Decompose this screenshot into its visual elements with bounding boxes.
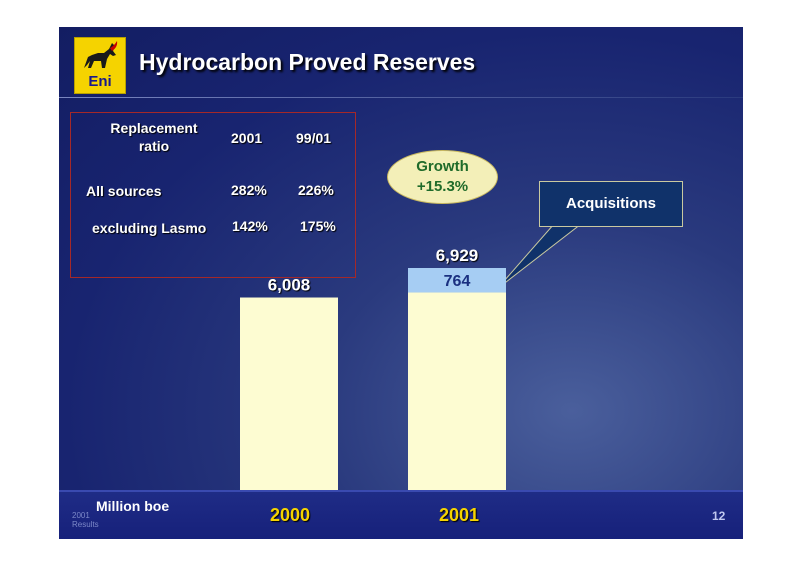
corner-label-line: Results [72,520,99,529]
growth-value: +15.3% [416,178,469,195]
page-number: 12 [712,509,726,523]
total-label-2001: 6,929 [436,246,479,265]
table-row-value: 175% [300,218,336,234]
bar-base-2001 [408,292,506,490]
table-row-value: 226% [298,182,334,198]
bars-group: 6,008 764 6,929 [240,246,506,490]
table-row-label: All sources [86,183,162,199]
replacement-ratio-table: Replacement ratio 2001 99/01 All sources… [70,112,356,278]
slide: Eni Hydrocarbon Proved Reserves Replacem… [59,27,743,539]
bar-base-2000 [240,297,338,490]
unit-label: Million boe [96,498,170,514]
dog-icon [84,41,118,68]
total-label-2000: 6,008 [268,276,311,295]
acquisitions-callout: Acquisitions [539,181,683,227]
corner-label: 2001 Results [72,511,99,529]
table-header-line2: ratio [138,138,170,154]
bar-acquisitions-2001 [408,268,506,293]
logo-text: Eni [88,73,112,90]
category-label-2000: 2000 [269,505,311,525]
table-header-line1: Replacement [110,120,198,136]
category-label-2001: 2001 [438,505,480,525]
corner-label-line: 2001 [72,511,90,520]
eni-logo: Eni [74,37,126,94]
table-col-2001: 2001 [231,130,263,146]
growth-callout: Growth +15.3% [387,150,498,204]
table-row-value: 142% [232,218,268,234]
table-row-label: excluding Lasmo [92,220,207,236]
table-row-value: 282% [231,182,267,198]
segment-label-2001: 764 [444,273,471,290]
acquisitions-callout-pointer [496,223,583,290]
bottom-bar [59,490,743,539]
slide-title: Hydrocarbon Proved Reserves [139,49,476,75]
title-divider [59,97,743,98]
table-col-99-01: 99/01 [296,130,332,146]
reserves-bar-chart: 6,008 764 6,929 [240,223,583,490]
growth-label: Growth [416,158,469,175]
